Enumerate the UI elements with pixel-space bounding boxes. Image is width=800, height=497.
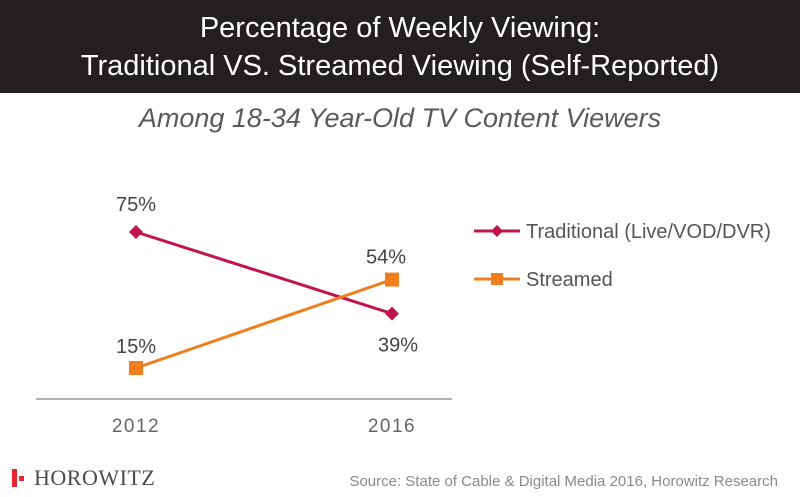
logo-wordmark: HOROWITZ bbox=[34, 465, 156, 490]
chart-title-line-1: Percentage of Weekly Viewing: bbox=[199, 11, 601, 44]
horowitz-logo: HOROWITZ bbox=[10, 465, 155, 491]
data-label-traditional-2012: 75% bbox=[116, 194, 156, 216]
legend-label-streamed: Streamed bbox=[526, 269, 613, 291]
series-markers bbox=[129, 225, 399, 375]
data-label-streamed-2012: 15% bbox=[116, 336, 156, 358]
x-tick-label-2012: 2012 bbox=[112, 416, 160, 437]
point-traditional-2016 bbox=[385, 306, 399, 321]
horowitz-logo-icon bbox=[12, 469, 24, 487]
series-lines bbox=[135, 230, 393, 370]
chart-subtitle: Among 18-34 Year-Old TV Content Viewers bbox=[138, 103, 662, 133]
series-line-streamed bbox=[135, 278, 393, 370]
data-labels: 75% 39% 15% 54% bbox=[116, 194, 418, 358]
x-tick-label-2016: 2016 bbox=[368, 416, 416, 437]
chart-title-line-2: Traditional VS. Streamed Viewing (Self-R… bbox=[80, 49, 720, 82]
data-label-traditional-2016: 39% bbox=[378, 335, 418, 357]
legend-marker-streamed bbox=[491, 273, 503, 285]
x-axis-ticks: 2012 2016 bbox=[112, 416, 416, 437]
point-streamed-2016 bbox=[385, 272, 399, 287]
legend-label-traditional: Traditional (Live/VOD/DVR) bbox=[526, 221, 771, 243]
point-streamed-2012 bbox=[129, 361, 143, 375]
source-note: Source: State of Cable & Digital Media 2… bbox=[349, 473, 778, 490]
series-line-traditional bbox=[135, 230, 393, 316]
legend-marker-traditional bbox=[491, 225, 503, 237]
title-banner: Percentage of Weekly Viewing: Traditiona… bbox=[0, 0, 800, 93]
point-traditional-2012 bbox=[129, 225, 143, 239]
legend: Traditional (Live/VOD/DVR) Streamed bbox=[474, 221, 771, 291]
data-label-streamed-2016: 54% bbox=[366, 247, 406, 269]
